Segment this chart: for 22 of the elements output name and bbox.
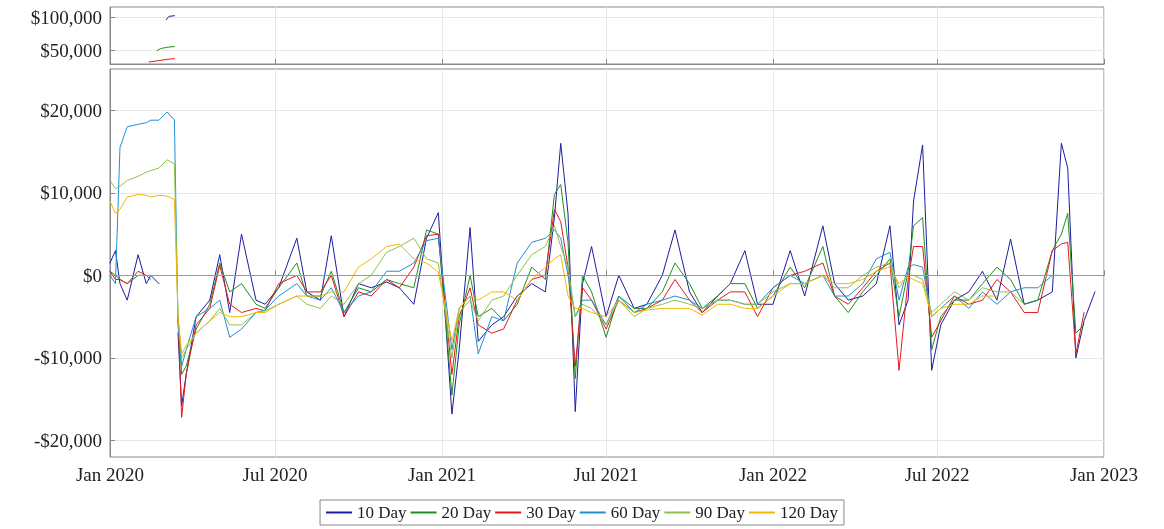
- x-tick-label: Jan 2023: [1069, 464, 1139, 485]
- x-tick-label: Jul 2021: [573, 464, 639, 485]
- y-tick-label: $100,000: [30, 6, 102, 28]
- y-tick-label: $0: [83, 264, 102, 286]
- legend-label: 90 Day: [695, 503, 746, 522]
- y-tick-label: $50,000: [40, 40, 102, 62]
- legend-label: 120 Day: [779, 503, 839, 522]
- x-tick-label: Jul 2022: [904, 464, 970, 485]
- x-tick-label: Jan 2020: [75, 464, 145, 485]
- y-tick-label: -$10,000: [33, 347, 102, 369]
- legend-label: 20 Day: [441, 503, 492, 522]
- x-tick-label: Jan 2021: [407, 464, 476, 485]
- line-series: [109, 159, 1025, 359]
- y-tick-label: $10,000: [40, 182, 102, 204]
- legend-label: 60 Day: [610, 503, 661, 522]
- y-tick-label: -$20,000: [33, 429, 102, 451]
- line-series: [109, 193, 998, 355]
- legend-label: 10 Day: [357, 503, 408, 522]
- x-tick-label: Jul 2020: [242, 464, 308, 485]
- y-tick-label: $20,000: [40, 99, 102, 121]
- x-tick-label: Jan 2022: [738, 464, 808, 485]
- legend-label: 30 Day: [526, 503, 577, 522]
